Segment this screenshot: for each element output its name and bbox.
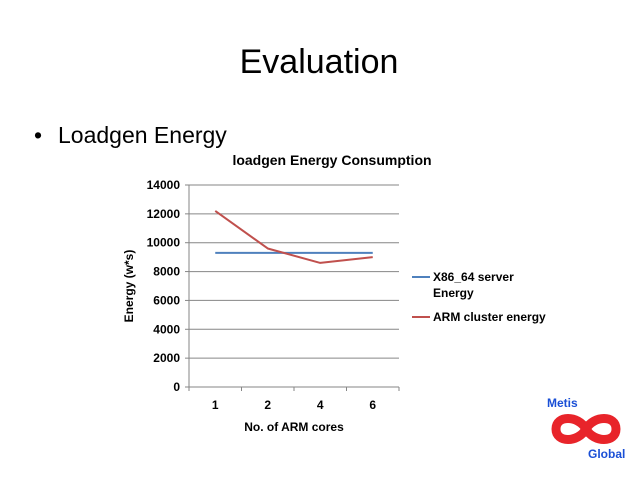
y-tick-label: 2000 (153, 351, 180, 365)
metis-global-logo: Metis Global (540, 394, 630, 466)
legend-label: X86_64 server (433, 270, 514, 284)
y-tick-label: 4000 (153, 322, 180, 336)
y-tick-label: 8000 (153, 265, 180, 279)
x-tick-label: 4 (317, 398, 324, 412)
x-tick-label: 2 (264, 398, 271, 412)
y-tick-label: 6000 (153, 293, 180, 307)
y-tick-label: 12000 (147, 207, 181, 221)
chart-title: loadgen Energy Consumption (232, 152, 431, 168)
y-tick-label: 14000 (147, 178, 181, 192)
legend-label: Energy (433, 286, 474, 300)
logo-bottom-text: Global (588, 447, 626, 461)
legend-label: ARM cluster energy (433, 310, 546, 324)
bullet-dot-icon: • (34, 122, 43, 148)
grid-lines (189, 184, 399, 359)
y-tick-label: 0 (173, 380, 180, 394)
x-axis-label: No. of ARM cores (244, 420, 344, 434)
bullet-text: Loadgen Energy (58, 122, 227, 148)
x-axis-ticks: 1 2 4 6 (188, 387, 400, 412)
y-axis-ticks: 0 2000 4000 6000 8000 10000 12000 14000 (147, 178, 189, 394)
x-tick-label: 6 (369, 398, 376, 412)
x-tick-label: 1 (212, 398, 219, 412)
legend: X86_64 server Energy ARM cluster energy (412, 270, 546, 324)
y-tick-label: 10000 (147, 236, 181, 250)
y-axis-label: Energy (w*s) (122, 250, 136, 323)
bullet-item: • Loadgen Energy (34, 120, 227, 150)
slide-title: Evaluation (239, 43, 399, 81)
series-line-1 (214, 210, 373, 264)
logo-top-text: Metis (547, 396, 578, 410)
infinity-icon (551, 414, 621, 444)
series-lines (214, 210, 373, 264)
